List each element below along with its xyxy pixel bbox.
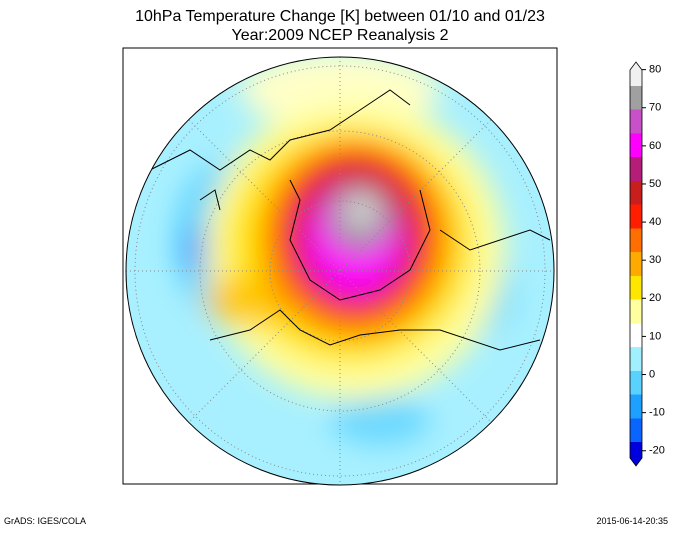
map-field [126,57,554,485]
colorbar-tick-label: 10 [649,330,661,342]
colorbar-tick-label: 70 [649,102,661,114]
colorbar-tick-label: 20 [649,292,661,304]
colorbar-tick-label: 60 [649,140,661,152]
colorbar-tick-label: 80 [649,64,661,76]
colorbar-tick-label: -10 [649,407,665,419]
footer-right: 2015-06-14-20:35 [596,516,668,526]
colorbar-tick-label: 30 [649,254,661,266]
footer-left: GrADS: IGES/COLA [4,516,86,526]
colorbar-body [629,61,643,467]
title-line: 10hPa Temperature Change [K] between 01/… [135,8,545,25]
colorbar-tick-label: 40 [649,216,661,228]
title-line: Year:2009 NCEP Reanalysis 2 [231,27,448,44]
colorbar-tick-label: 0 [649,368,655,380]
colorbar-tick-label: 50 [649,178,661,190]
map-boundary [125,56,555,486]
colorbar-tick-label: -20 [649,445,665,457]
colorbar: 80 70 60 50 40 30 20 10 0 -10 -20 [629,61,665,467]
